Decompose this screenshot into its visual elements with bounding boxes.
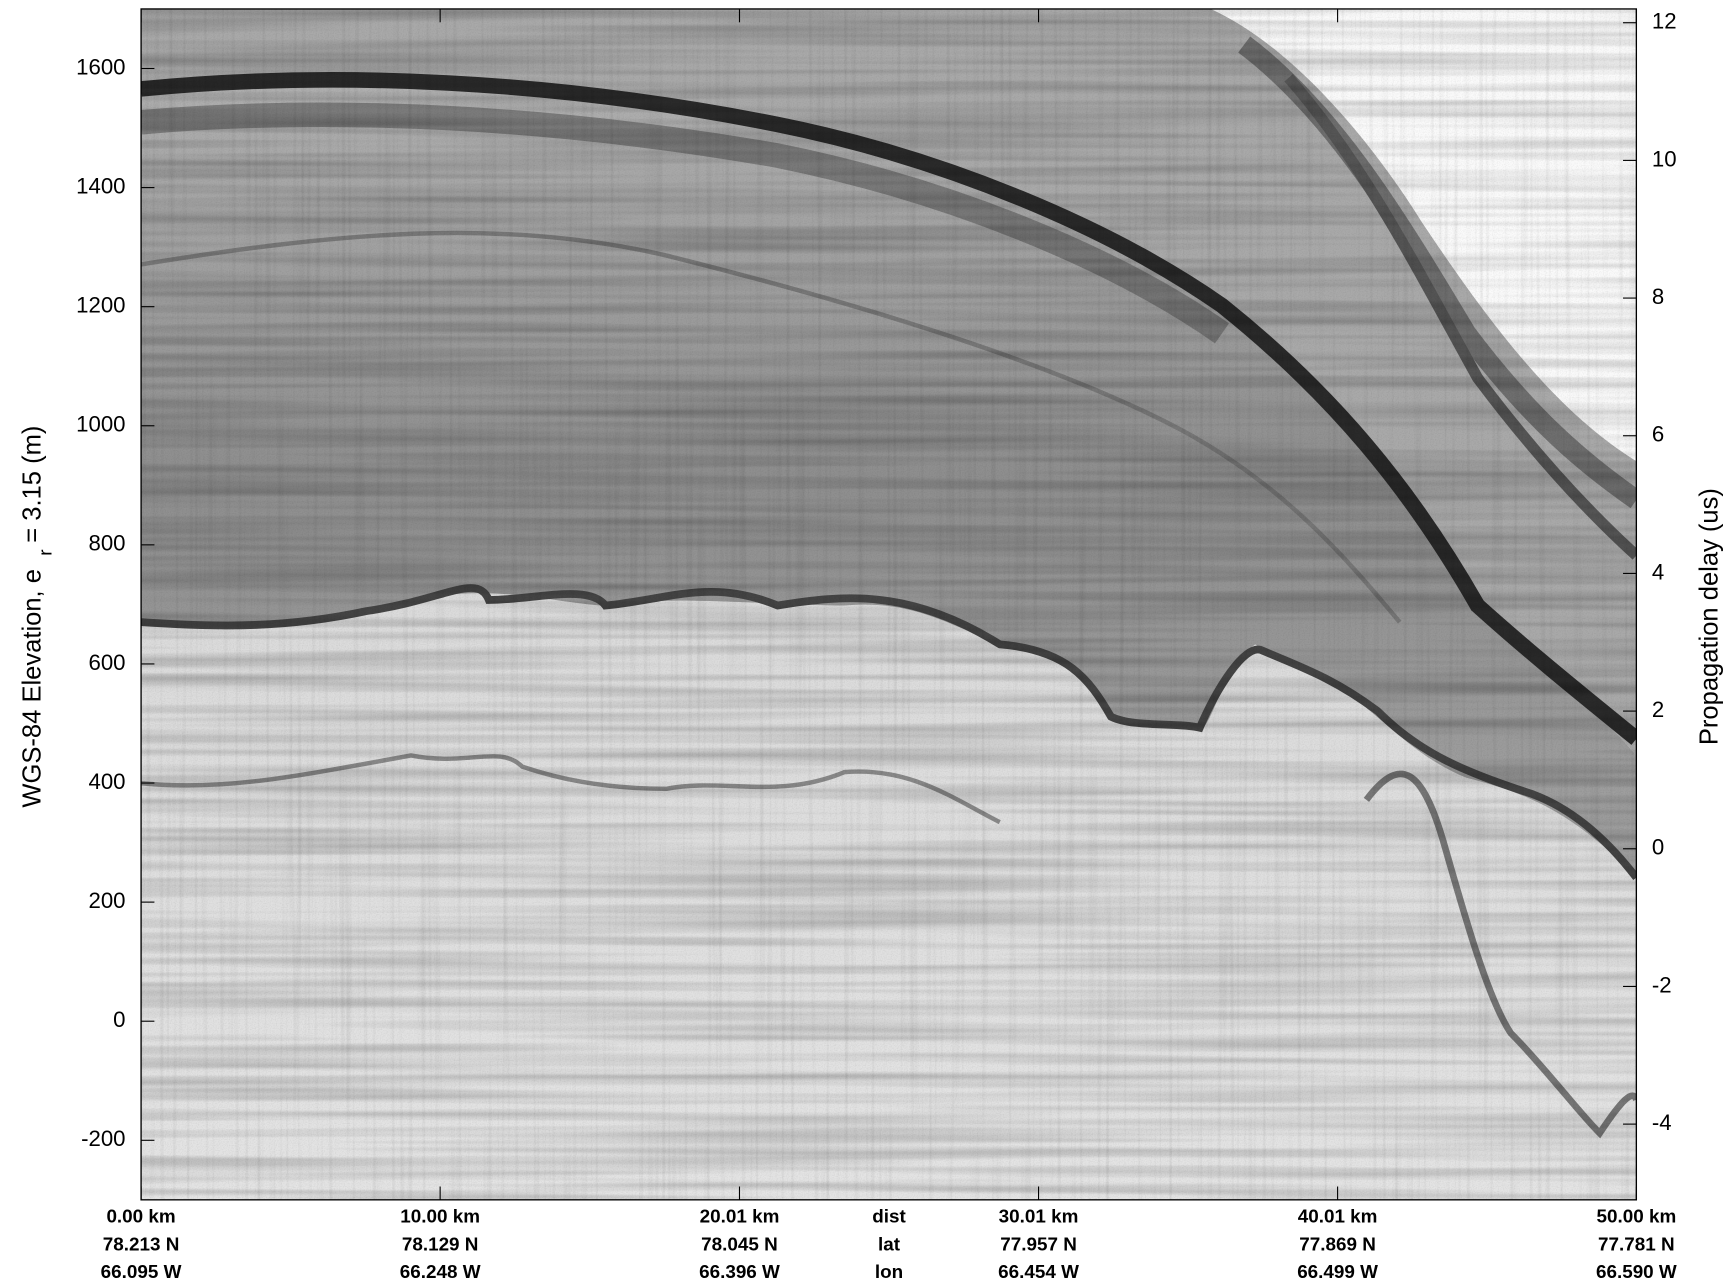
y2-tick-label: 10: [1652, 146, 1677, 171]
latitude-label: 78.045 N: [701, 1234, 778, 1255]
y-tick-label: 800: [88, 531, 125, 556]
latitude-label: 77.869 N: [1299, 1234, 1376, 1255]
x-tick-label: 0.00 km: [106, 1207, 175, 1228]
longitude-label: 66.454 W: [998, 1262, 1079, 1281]
latitude-label: 78.213 N: [103, 1234, 180, 1255]
y-label-main: WGS-84 Elevation, e: [18, 569, 46, 808]
longitude-label: 66.396 W: [699, 1262, 780, 1281]
row-label: dist: [872, 1207, 906, 1228]
row-label: lon: [875, 1262, 903, 1281]
y-tick-label: 1600: [76, 54, 125, 79]
y-tick-label: 1200: [76, 293, 125, 318]
y2-tick-label: 6: [1652, 422, 1664, 447]
x-tick-label: 50.00 km: [1596, 1207, 1676, 1228]
row-label: lat: [878, 1234, 901, 1255]
y-tick-label: 1400: [76, 173, 125, 198]
y-tick-label: -200: [81, 1126, 125, 1151]
y2-tick-label: 2: [1652, 697, 1664, 722]
longitude-label: 66.590 W: [1596, 1262, 1677, 1281]
longitude-label: 66.248 W: [400, 1262, 481, 1281]
y-tick-label: 200: [88, 888, 125, 913]
y-tick-label: 1000: [76, 412, 125, 437]
y2-tick-label: 12: [1652, 9, 1677, 34]
y-label-suffix: = 3.15 (m): [18, 426, 46, 543]
plot-frame: [140, 8, 1638, 1201]
x-tick-label: 30.01 km: [999, 1207, 1079, 1228]
latitude-label: 77.781 N: [1598, 1234, 1675, 1255]
latitude-label: 78.129 N: [402, 1234, 479, 1255]
y2-tick-label: 0: [1652, 835, 1664, 860]
y2-tick-label: 4: [1652, 559, 1664, 584]
y-tick-label: 0: [113, 1007, 125, 1032]
y2-axis-label: Propagation delay (us): [1696, 488, 1724, 745]
y2-tick-label: -2: [1652, 972, 1672, 997]
y-label-subscript: r: [36, 549, 57, 555]
x-tick-label: 40.01 km: [1298, 1207, 1378, 1228]
y2-tick-label: 8: [1652, 284, 1664, 309]
longitude-label: 66.499 W: [1297, 1262, 1378, 1281]
x-tick-label: 20.01 km: [700, 1207, 780, 1228]
latitude-label: 77.957 N: [1000, 1234, 1077, 1255]
y-axis-label: WGS-84 Elevation, e r = 3.15 (m): [18, 426, 57, 808]
x-tick-label: 10.00 km: [400, 1207, 480, 1228]
y-tick-label: 600: [88, 650, 125, 675]
y-tick-label: 400: [88, 769, 125, 794]
longitude-label: 66.095 W: [101, 1262, 182, 1281]
echogram-image: [141, 8, 1637, 1200]
y2-tick-label: -4: [1652, 1110, 1672, 1135]
